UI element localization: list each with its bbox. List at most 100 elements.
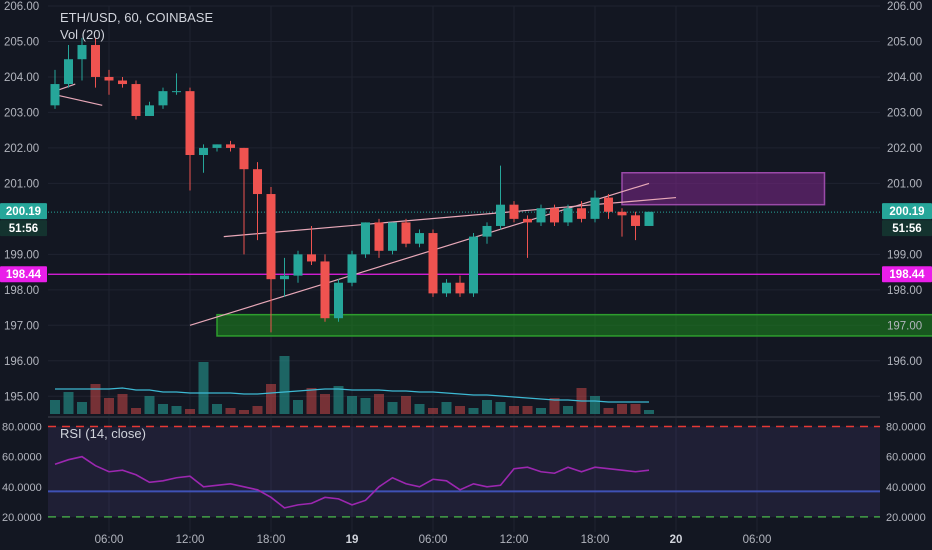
price-tick-label-left: 196.00 [4,356,39,368]
candle [239,147,249,255]
price-tick-label-left: 203.00 [4,107,39,119]
symbol-title[interactable]: ETH/USD, 60, COINBASE [60,10,214,25]
volume-bar [401,396,411,414]
candle-body [239,147,249,170]
candle [118,76,127,88]
price-tick-label-left: 204.00 [4,72,39,84]
candle [482,222,492,244]
candle-body [145,105,154,116]
volume-bar [63,392,74,414]
candle-body [550,208,559,223]
volume-bars [50,356,654,414]
volume-bar [144,396,155,414]
rsi-tick-label-left: 80.0000 [2,422,42,434]
countdown-badge-right-bg [882,220,932,237]
price-tick-label-right: 198.00 [887,285,922,297]
volume-bar [117,394,128,414]
price-tick-label-right: 205.00 [887,36,922,48]
candle-body [91,45,100,77]
level-badge-right-bg [882,266,932,283]
rsi-tick-label-right: 80.0000 [886,422,926,434]
volume-bar [563,406,573,414]
volume-bar [428,408,438,414]
volume-bar [50,400,60,414]
price-badges: 200.19 51:56 200.19 51:56 198.44 198.44 [0,203,932,283]
candle [91,37,100,88]
rsi-indicator-label[interactable]: RSI (14, close) [60,426,146,441]
candle [428,229,438,297]
candle-body [563,208,573,223]
time-tick-label: 12:00 [500,534,529,546]
price-tick-label-right: 203.00 [887,107,922,119]
candle [469,233,478,297]
candle-body [172,91,181,93]
candle [253,162,262,241]
candle-body [577,208,586,219]
candle [185,87,195,191]
volume-bar [455,406,465,414]
candle [320,254,330,322]
candle [145,101,154,116]
trend-line [223,196,677,238]
volume-bar [509,406,519,414]
price-tick-label-left: 201.00 [4,178,39,190]
price-tick-label-right: 197.00 [887,320,922,332]
candle [590,190,600,223]
last-price-badge-left: 200.19 [6,206,41,218]
candle-body [415,233,424,244]
candle-body [212,144,222,148]
volume-bar [131,408,141,414]
volume-bar [630,404,641,414]
candle [131,80,141,120]
volume-bar [495,402,506,414]
candle [617,208,627,237]
candle-body [50,84,60,106]
candle-body [469,236,478,294]
rsi-panel [48,416,880,518]
horizontal-level-lines [48,211,880,275]
candle [644,211,654,226]
candle-body [631,215,640,226]
candle [536,204,546,226]
time-tick-label: 12:00 [176,534,205,546]
volume-bar [482,400,492,414]
candle [334,279,343,322]
rsi-tick-label-right: 40.0000 [886,482,926,494]
volume-indicator-label[interactable]: Vol (20) [60,27,105,42]
candle-body [604,197,613,212]
candle [104,69,114,95]
last-price-badge-right: 200.19 [889,206,924,218]
trend-line [54,94,103,106]
candle [307,225,316,265]
last-price-badge-left-bg [0,203,47,220]
candle-body [644,211,654,226]
candle-body [428,233,438,294]
candle [172,73,181,95]
time-tick-label: 20 [670,534,683,546]
candle-body [64,59,73,85]
price-tick-label-right: 201.00 [887,178,922,190]
price-tick-label-right: 195.00 [887,391,922,403]
price-tick-label-right: 204.00 [887,72,922,84]
candle [212,144,222,152]
rsi-tick-label-left: 40.0000 [2,482,42,494]
candle-body [293,254,303,276]
candle [361,222,370,258]
candle-body [131,84,141,116]
candle [374,218,384,258]
rsi-band-fill [48,426,880,517]
chart-legend: ETH/USD, 60, COINBASE Vol (20) [60,9,213,43]
candle-body [482,225,492,237]
volume-bar [347,396,357,414]
volume-bar [306,388,317,414]
candle [77,37,87,81]
price-tick-label-left: 197.00 [4,320,39,332]
countdown-badge-left-bg [0,220,47,237]
price-tick-label-left: 206.00 [4,1,39,13]
candle-body [523,218,532,223]
price-tick-label-left: 198.00 [4,285,39,297]
candle [509,201,519,223]
candle [199,144,208,173]
